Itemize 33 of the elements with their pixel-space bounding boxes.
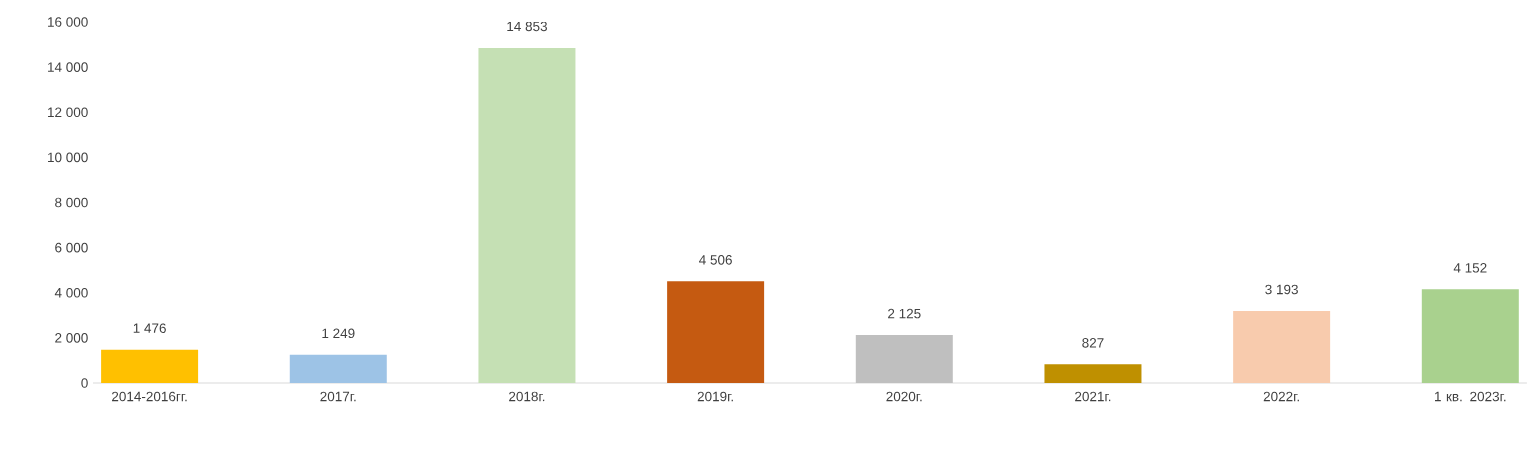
- data-label: 4 152: [1453, 263, 1487, 273]
- bar: [101, 349, 199, 383]
- x-tick-label: 2019г.: [697, 391, 733, 402]
- data-label: 827: [1082, 338, 1104, 348]
- bar: [289, 354, 387, 383]
- bar: [1044, 364, 1142, 383]
- x-tick-label: 2020г.: [886, 391, 922, 402]
- data-label: 4 506: [699, 255, 732, 265]
- y-tick-label: 12 000: [48, 107, 88, 118]
- bar: [667, 281, 765, 383]
- y-tick-label: 14 000: [48, 62, 88, 72]
- bar: [478, 47, 576, 383]
- y-tick-label: 0: [81, 378, 88, 388]
- y-tick-label: 2 000: [55, 333, 88, 343]
- data-label: 1 476: [133, 323, 166, 333]
- y-tick-label: 4 000: [54, 287, 88, 298]
- x-tick-label: 2018г.: [509, 391, 545, 402]
- x-tick-label: 2017г.: [320, 391, 356, 402]
- x-tick-label: 2014-2016гг.: [112, 391, 187, 402]
- x-tick-label: 1 кв. 2023г.: [1435, 391, 1506, 402]
- data-label: 14 853: [507, 21, 547, 32]
- y-tick-label: 8 000: [55, 197, 88, 208]
- y-tick-label: 10 000: [48, 152, 88, 163]
- data-label: 2 125: [888, 308, 921, 319]
- x-tick-label: 2021г.: [1075, 391, 1111, 402]
- x-tick-label: 2022г.: [1263, 391, 1299, 402]
- bar: [1233, 310, 1331, 383]
- y-tick-label: 6 000: [55, 242, 88, 253]
- data-label: 3 193: [1265, 284, 1298, 295]
- bar: [1421, 289, 1519, 383]
- bar: [855, 335, 953, 383]
- data-label: 1 249: [322, 328, 355, 339]
- y-tick-label: 16 000: [48, 17, 88, 27]
